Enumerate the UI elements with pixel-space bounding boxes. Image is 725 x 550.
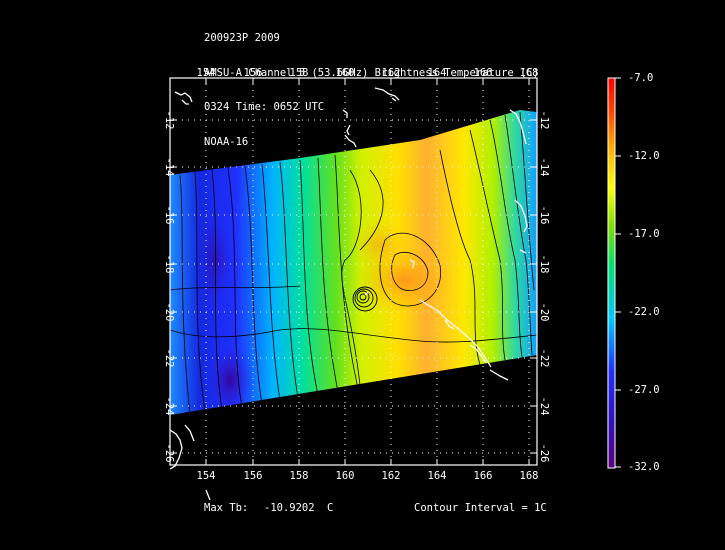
- lat-tick-label: -12: [163, 111, 175, 130]
- contour-interval: Contour Interval = 1C: [414, 502, 547, 514]
- lat-tick-label: -24: [163, 397, 175, 416]
- lon-tick-label: 154: [197, 67, 216, 79]
- lon-tick-label: 158: [290, 470, 309, 482]
- lon-labels-bottom: 154 156 158 160 162 164 166 168: [197, 470, 539, 482]
- storm-center-contours: [352, 286, 378, 312]
- map-frame: [169, 77, 538, 466]
- header-storm-id: 200923P 2009: [204, 32, 280, 44]
- colorbar-frame: [607, 77, 616, 469]
- lon-tick-label: 168: [520, 470, 539, 482]
- lat-tick-label: -24: [538, 397, 550, 416]
- colorbar-label: -27.0: [628, 384, 660, 396]
- lon-labels-top: 154 156 158 160 162 164 166 168: [197, 67, 539, 79]
- lat-tick-label: -20: [538, 303, 550, 322]
- colorbar-scale: [608, 78, 615, 468]
- lon-tick-label: 160: [336, 67, 355, 79]
- lat-labels-right: -12 -14 -16 -18 -20 -22 -24 -26: [538, 111, 550, 463]
- lon-tick-label: 164: [428, 470, 447, 482]
- colorbar: [607, 77, 621, 469]
- temperature-swath: [170, 110, 537, 415]
- max-tb-unit: C: [327, 502, 334, 514]
- lon-tick-label: 156: [244, 470, 263, 482]
- colorbar-ticks: [615, 77, 621, 468]
- lon-tick-label: 158: [290, 67, 309, 79]
- lat-labels-left: -12 -14 -16 -18 -20 -22 -24 -26: [163, 111, 175, 463]
- lon-tick-label: 166: [474, 67, 493, 79]
- lat-tick-label: -26: [538, 444, 550, 463]
- lon-tick-label: 154: [197, 470, 216, 482]
- lat-tick-label: -20: [163, 303, 175, 322]
- lat-tick-label: -12: [538, 111, 550, 130]
- lon-tick-label: 164: [428, 67, 447, 79]
- lat-tick-label: -14: [163, 158, 175, 177]
- colorbar-label: -12.0: [628, 150, 660, 162]
- max-tb-label: Max Tb:: [204, 502, 249, 514]
- lat-tick-label: -14: [538, 158, 550, 177]
- lon-tick-label: 166: [474, 470, 493, 482]
- lat-tick-label: -18: [163, 255, 175, 274]
- header-satellite: NOAA-16: [204, 135, 249, 148]
- colorbar-label: -32.0: [628, 461, 660, 473]
- lat-tick-label: -18: [538, 255, 550, 274]
- lat-tick-label: -22: [163, 349, 175, 368]
- colorbar-label: -7.0: [628, 72, 654, 84]
- contour-lines: [170, 111, 537, 415]
- max-tb-value: -10.9202: [264, 502, 315, 514]
- colorbar-label: -22.0: [628, 306, 660, 318]
- lat-tick-label: -16: [538, 206, 550, 225]
- frame-ticks: [170, 78, 537, 465]
- header-product: AMSU-A Channel 5 (53.6GHz) Brightness Te…: [204, 66, 540, 79]
- lon-tick-label: 156: [244, 67, 263, 79]
- colorbar-label: -17.0: [628, 228, 660, 240]
- lat-tick-label: -26: [163, 444, 175, 463]
- lon-tick-label: 168: [520, 67, 539, 79]
- image-header: 200923P 2009 AMSU-A Channel 5 (53.6GHz) …: [204, 10, 539, 160]
- lat-tick-label: -16: [163, 206, 175, 225]
- lon-tick-label: 162: [382, 470, 401, 482]
- header-time: 0324 Time: 0652 UTC: [204, 101, 325, 113]
- lon-tick-label: 162: [382, 67, 401, 79]
- lat-tick-label: -22: [538, 349, 550, 368]
- lon-tick-label: 160: [336, 470, 355, 482]
